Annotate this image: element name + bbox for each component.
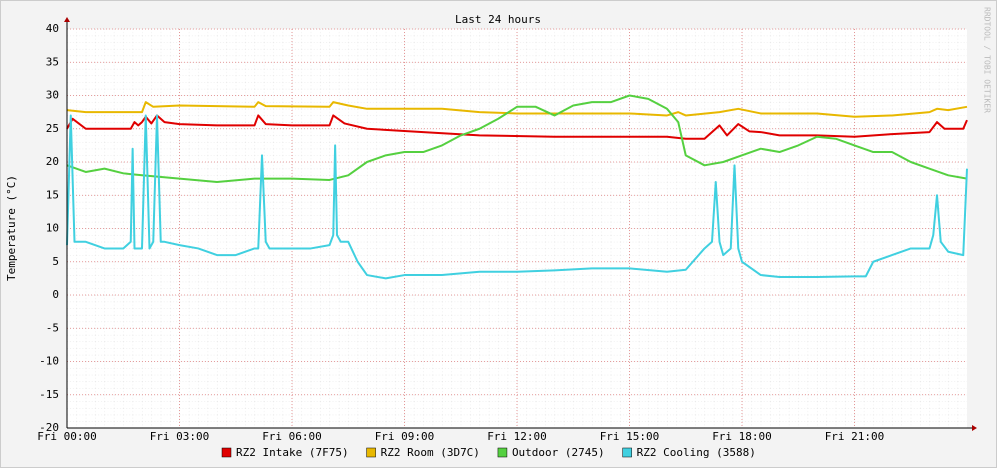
y-tick-label: 15 <box>46 188 59 201</box>
y-tick-label: 40 <box>46 22 59 35</box>
y-axis-label: Temperature (°C) <box>5 175 18 281</box>
x-tick-label: Fri 00:00 <box>37 430 97 443</box>
y-tick-label: -20 <box>39 421 59 434</box>
series-line <box>66 101 968 118</box>
watermark: RRDTOOL / TOBI OETIKER <box>983 7 992 113</box>
y-tick-label: -5 <box>46 321 59 334</box>
x-tick-label: Fri 18:00 <box>712 430 772 443</box>
x-tick-label: Fri 06:00 <box>262 430 322 443</box>
lines <box>66 94 968 280</box>
legend-label: RZ2 Intake (7F75) <box>236 446 349 459</box>
y-tick-label: 0 <box>52 288 59 301</box>
legend-swatch <box>221 447 232 458</box>
x-arrow <box>972 425 977 431</box>
legend-label: RZ2 Cooling (3588) <box>637 446 756 459</box>
series-line <box>66 114 968 140</box>
legend-swatch <box>622 447 632 458</box>
x-tick-label: Fri 03:00 <box>150 430 210 443</box>
series-line <box>66 114 968 280</box>
series-line <box>66 94 968 183</box>
chart-title: Last 24 hours <box>455 13 541 26</box>
legend-label: RZ2 Room (3D7C) <box>381 446 480 459</box>
y-tick-label: -10 <box>39 355 59 368</box>
y-arrow <box>64 17 70 22</box>
y-tick-label: 30 <box>46 89 59 102</box>
x-tick-label: Fri 12:00 <box>487 430 547 443</box>
legend: RZ2 Intake (7F75) RZ2 Room (3D7C) Outdoor … <box>221 446 756 459</box>
legend-label: Outdoor (2745) <box>512 446 605 459</box>
x-tick-label: Fri 21:00 <box>825 430 885 443</box>
y-tick-label: 20 <box>46 155 59 168</box>
y-tick-label: 5 <box>52 255 59 268</box>
legend-swatch <box>497 447 508 458</box>
y-tick-label: 10 <box>46 222 59 235</box>
legend-swatch <box>366 447 376 458</box>
y-tick-label: -15 <box>39 388 59 401</box>
x-tick-label: Fri 15:00 <box>600 430 660 443</box>
y-tick-label: 35 <box>46 55 59 68</box>
x-tick-label: Fri 09:00 <box>375 430 435 443</box>
y-tick-label: 25 <box>46 122 59 135</box>
